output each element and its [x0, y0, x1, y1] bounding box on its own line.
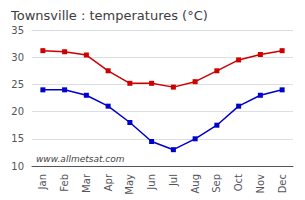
svg-text:May: May	[124, 174, 135, 195]
svg-text:20: 20	[11, 106, 24, 117]
svg-text:10: 10	[11, 161, 24, 172]
svg-text:Aug: Aug	[190, 174, 201, 194]
svg-text:25: 25	[11, 79, 24, 90]
svg-text:Feb: Feb	[59, 174, 70, 192]
svg-text:Apr: Apr	[103, 173, 114, 191]
svg-text:Townsville : temperatures (°C): Townsville : temperatures (°C)	[10, 8, 208, 23]
svg-text:Dec: Dec	[277, 174, 288, 193]
svg-text:Jun: Jun	[146, 174, 157, 191]
svg-text:Mar: Mar	[81, 173, 92, 193]
svg-text:www.allmetsat.com: www.allmetsat.com	[36, 154, 125, 164]
svg-text:30: 30	[11, 52, 24, 63]
svg-text:35: 35	[11, 25, 24, 36]
svg-text:Sep: Sep	[211, 174, 222, 193]
svg-text:15: 15	[11, 133, 24, 144]
svg-text:Oct: Oct	[233, 174, 244, 191]
svg-text:Jan: Jan	[37, 174, 48, 190]
svg-text:Jul: Jul	[168, 174, 179, 187]
svg-text:Nov: Nov	[255, 174, 266, 194]
